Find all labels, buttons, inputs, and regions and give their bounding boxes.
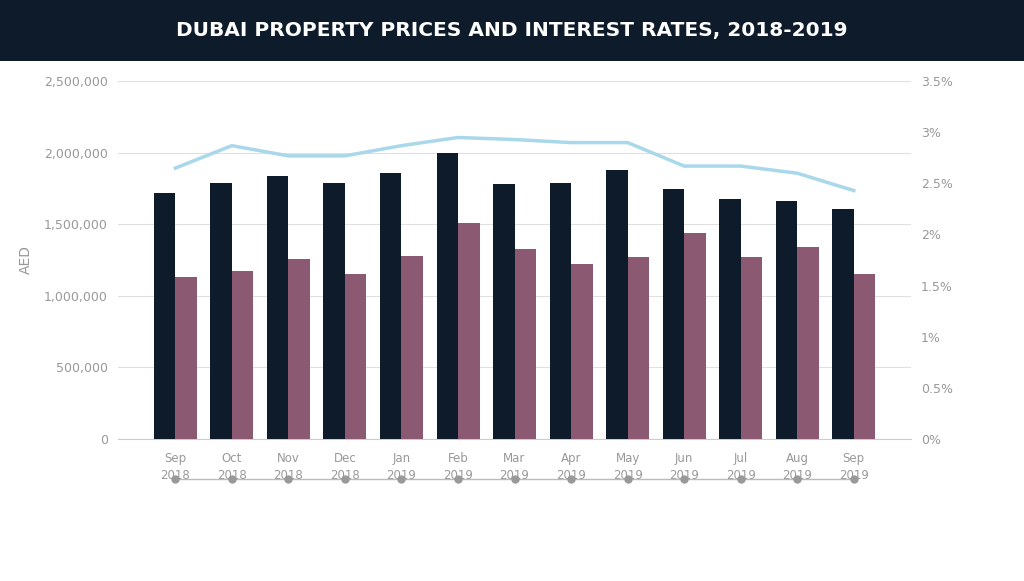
Bar [606, 170, 628, 439]
Bar [380, 173, 401, 439]
Bar [833, 209, 854, 439]
Bar [571, 264, 593, 439]
Bar [324, 183, 345, 439]
Bar [210, 183, 231, 439]
Bar [494, 184, 514, 439]
Bar [345, 274, 367, 439]
Bar [175, 277, 197, 439]
Bar [289, 259, 310, 439]
Bar [798, 247, 819, 439]
Bar [719, 199, 740, 439]
Bar [514, 249, 536, 439]
Bar [231, 271, 253, 439]
Bar [628, 257, 649, 439]
Bar [436, 153, 458, 439]
Bar [458, 223, 479, 439]
Bar [663, 188, 684, 439]
Bar [776, 202, 798, 439]
Bar [154, 193, 175, 439]
Bar [854, 274, 876, 439]
Y-axis label: AED: AED [19, 246, 33, 274]
Bar [267, 175, 289, 439]
Bar [684, 233, 706, 439]
Bar [740, 257, 762, 439]
Bar [550, 183, 571, 439]
Bar [401, 256, 423, 439]
Text: DUBAI PROPERTY PRICES AND INTEREST RATES, 2018-2019: DUBAI PROPERTY PRICES AND INTEREST RATES… [176, 21, 848, 40]
